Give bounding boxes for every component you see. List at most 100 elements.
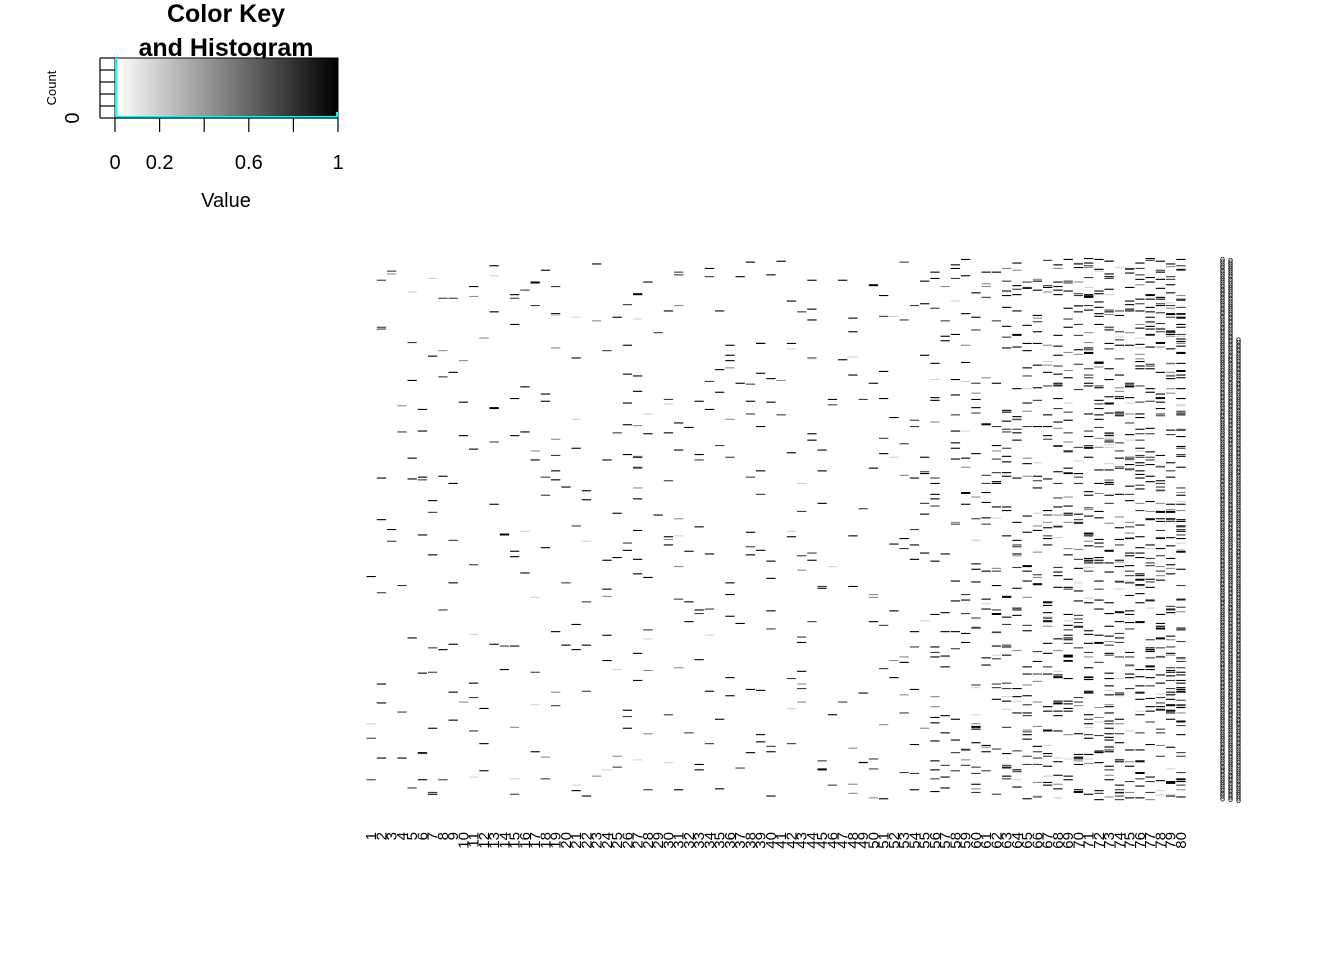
heatmap-cell xyxy=(1104,368,1114,370)
heatmap-cell xyxy=(1084,793,1094,795)
heatmap-cell xyxy=(961,503,971,505)
heatmap-cell xyxy=(991,632,1002,634)
heatmap-cell xyxy=(1114,678,1125,680)
heatmap-cell xyxy=(1104,746,1114,748)
heatmap-cell xyxy=(899,474,909,476)
row-label: o xyxy=(1228,653,1233,663)
heatmap-cell xyxy=(1125,267,1135,269)
heatmap-cell xyxy=(1145,697,1155,699)
heatmap-cell xyxy=(981,744,991,746)
heatmap-cell xyxy=(1135,456,1145,458)
row-label: o xyxy=(1220,349,1225,359)
heatmap-cell xyxy=(1094,762,1104,764)
heatmap-cell xyxy=(1155,269,1166,271)
heatmap-cell xyxy=(1073,789,1084,791)
row-label: o xyxy=(1228,548,1233,558)
heatmap-cell xyxy=(1053,354,1063,356)
row-label: o xyxy=(1236,413,1241,423)
heatmap-cell xyxy=(1084,295,1094,297)
heatmap-cell xyxy=(1135,274,1145,276)
heatmap-cell xyxy=(1155,566,1166,568)
column-label: 10 xyxy=(455,832,472,849)
heatmap-cell xyxy=(1114,694,1125,696)
heatmap-cell xyxy=(940,776,950,778)
heatmap-cell xyxy=(1176,487,1186,489)
heatmap-cell xyxy=(1114,336,1125,338)
heatmap-cell xyxy=(920,303,930,305)
heatmap-cell xyxy=(1043,765,1053,767)
heatmap-cell xyxy=(971,627,981,629)
heatmap-cell xyxy=(1104,571,1114,573)
x-tick-label: 0.6 xyxy=(235,152,263,174)
heatmap-cell xyxy=(909,688,920,690)
row-label: o xyxy=(1220,663,1225,673)
heatmap-cell xyxy=(961,457,971,459)
row-label: o xyxy=(1220,354,1225,364)
heatmap-cell xyxy=(1114,799,1125,801)
row-label: o xyxy=(1236,559,1241,569)
heatmap-cell xyxy=(1125,664,1135,666)
heatmap-cell xyxy=(1002,280,1012,282)
row-label: o xyxy=(1228,775,1233,785)
row-label: o xyxy=(1228,304,1233,314)
heatmap-cell xyxy=(1176,258,1186,260)
row-label: o xyxy=(1220,525,1225,535)
heatmap-cell xyxy=(1084,262,1094,264)
heatmap-cell xyxy=(663,480,674,482)
heatmap-cell xyxy=(930,482,940,484)
row-label: o xyxy=(1228,388,1233,398)
heatmap-cell xyxy=(417,534,428,536)
heatmap-cell xyxy=(756,493,766,495)
heatmap-cell xyxy=(889,660,899,662)
heatmap-cell xyxy=(1125,791,1135,793)
heatmap-cell xyxy=(479,707,489,709)
heatmap-cell xyxy=(643,576,653,578)
heatmap-cell xyxy=(1176,503,1186,505)
heatmap-cell xyxy=(1053,281,1063,283)
heatmap-cell xyxy=(438,649,448,651)
heatmap-cell xyxy=(1104,288,1114,290)
heatmap-cell xyxy=(838,701,848,703)
heatmap-cell xyxy=(1104,694,1114,696)
heatmap-cell xyxy=(366,779,376,781)
heatmap-cell xyxy=(1053,286,1063,288)
heatmap-cell xyxy=(940,335,950,337)
heatmap-cell xyxy=(1135,361,1145,363)
heatmap-cell xyxy=(1053,586,1063,588)
heatmap-cell xyxy=(786,707,797,709)
heatmap-cell xyxy=(1176,598,1186,600)
heatmap-cell xyxy=(838,359,848,361)
heatmap-cell xyxy=(1135,576,1145,578)
heatmap-cell xyxy=(663,762,674,764)
heatmap-cell xyxy=(469,448,479,450)
row-label: o xyxy=(1236,356,1241,366)
heatmap-cell xyxy=(1166,302,1176,304)
heatmap-cell xyxy=(961,748,971,750)
heatmap-cell xyxy=(1002,306,1012,308)
row-label: o xyxy=(1220,558,1225,568)
heatmap-cell xyxy=(1022,287,1032,289)
column-label: 44 xyxy=(804,832,821,849)
heatmap-cell xyxy=(1053,537,1063,539)
heatmap-cell xyxy=(376,683,387,685)
heatmap-cell xyxy=(1012,288,1022,290)
row-label: o xyxy=(1236,435,1241,445)
heatmap-cell xyxy=(1176,690,1186,692)
heatmap-cell xyxy=(1135,470,1145,472)
heatmap-cell xyxy=(1104,706,1114,708)
heatmap-cell xyxy=(1002,682,1012,684)
heatmap-cell xyxy=(1043,730,1053,732)
heatmap-cell xyxy=(1166,363,1176,365)
heatmap-cell xyxy=(622,424,633,426)
row-label: o xyxy=(1220,712,1225,722)
heatmap-cell xyxy=(899,443,909,445)
heatmap-cell xyxy=(930,760,940,762)
row-label: o xyxy=(1236,516,1241,526)
heatmap-cell xyxy=(971,783,981,785)
heatmap-cell xyxy=(1084,692,1094,694)
heatmap-cell xyxy=(1155,697,1166,699)
heatmap-cell xyxy=(909,529,920,531)
heatmap-cell xyxy=(1176,682,1186,684)
heatmap-cell xyxy=(1176,351,1186,353)
